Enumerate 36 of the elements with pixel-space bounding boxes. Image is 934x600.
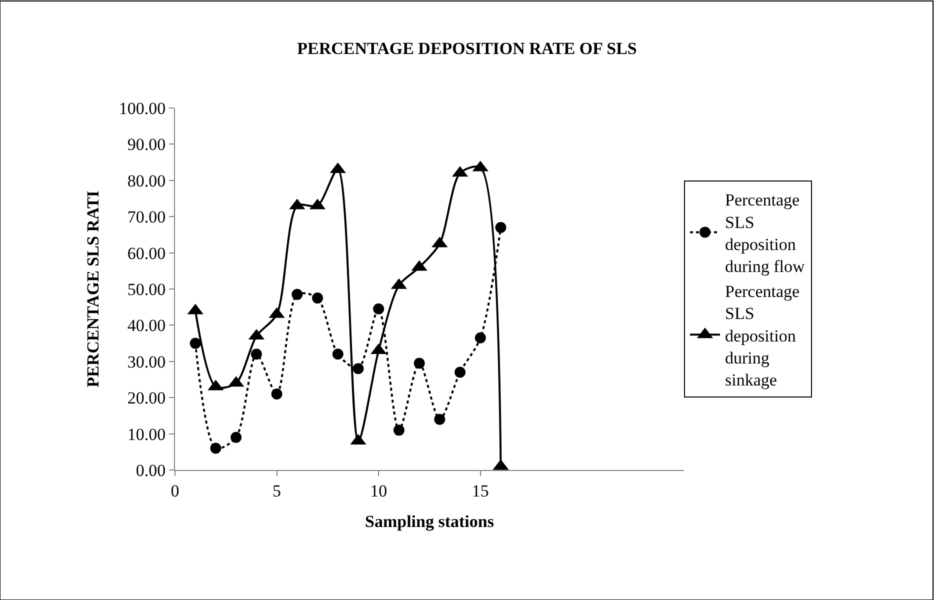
point bbox=[495, 222, 506, 233]
y-tick-label: 20.00 bbox=[127, 388, 166, 408]
point bbox=[271, 388, 282, 400]
x-tick-label: 10 bbox=[370, 481, 388, 500]
y-tick-label: 90.00 bbox=[127, 135, 166, 154]
y-tick-label: 70.00 bbox=[127, 208, 166, 227]
y-tick-label: 10.00 bbox=[127, 424, 166, 444]
x-tick-label: 0 bbox=[170, 481, 180, 500]
x-axis-title: Sampling stations bbox=[365, 512, 494, 531]
y-tick-label: 40.00 bbox=[127, 316, 166, 336]
point bbox=[434, 414, 446, 425]
point bbox=[190, 338, 201, 349]
point bbox=[230, 432, 242, 443]
point bbox=[352, 363, 364, 374]
y-tick-label: 100.00 bbox=[118, 98, 166, 118]
point bbox=[373, 303, 384, 314]
x-tick-label: 15 bbox=[472, 481, 489, 500]
point bbox=[393, 424, 404, 436]
point bbox=[474, 332, 486, 344]
legend-label: Percentage SLS deposition during sinkage bbox=[725, 282, 800, 390]
y-tick-label: 30.00 bbox=[127, 352, 166, 372]
point bbox=[292, 288, 303, 300]
y-axis-title: PERCENTAGE SLS RATI bbox=[83, 190, 102, 388]
y-tick-label: 0.00 bbox=[136, 460, 166, 480]
point bbox=[414, 358, 425, 369]
point bbox=[332, 348, 344, 360]
x-tick-label: 5 bbox=[272, 481, 282, 500]
legend-label: Percentage SLS deposition during flow bbox=[725, 190, 806, 276]
y-tick-label: 80.00 bbox=[127, 171, 166, 190]
y-tick-label: 60.00 bbox=[127, 244, 166, 263]
chart-title: PERCENTAGE DEPOSITION RATE OF SLS bbox=[297, 38, 637, 58]
point bbox=[250, 348, 262, 360]
y-tick-label: 50.00 bbox=[127, 280, 166, 299]
point bbox=[210, 442, 222, 454]
point bbox=[312, 292, 324, 304]
point bbox=[454, 366, 466, 378]
